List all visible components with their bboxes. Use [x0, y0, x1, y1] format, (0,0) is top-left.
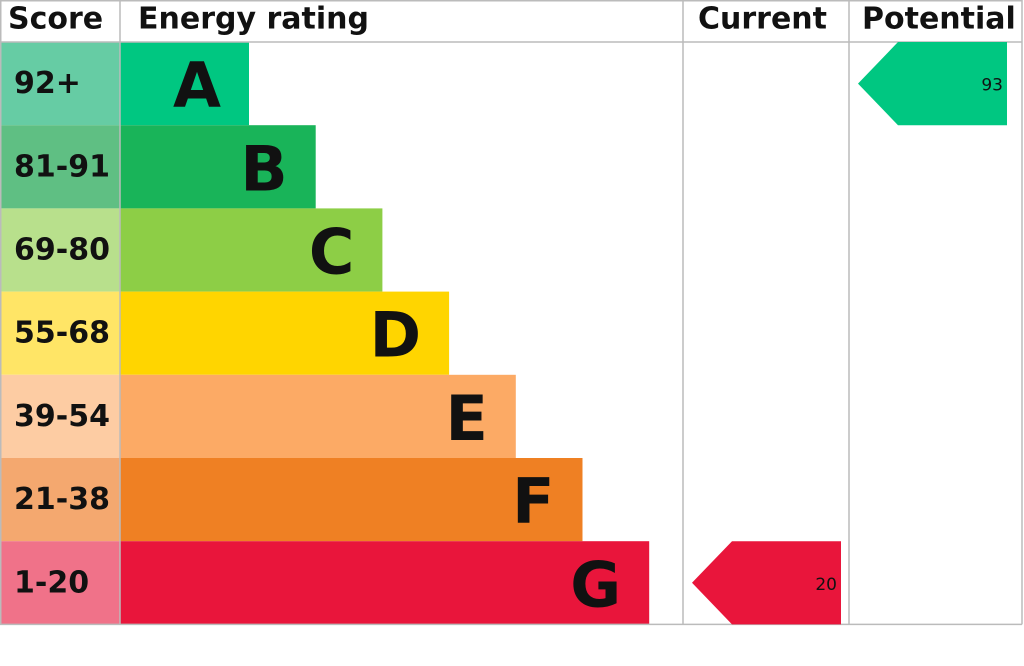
score-cell: [0, 291, 120, 375]
rating-letter: C: [309, 216, 355, 289]
score-label: 39-54: [14, 399, 110, 434]
score-label: 21-38: [14, 482, 110, 517]
column-header: Potential: [862, 2, 1016, 37]
score-label: 92+: [14, 66, 81, 101]
rating-bar: [120, 125, 316, 209]
score-label: 55-68: [14, 316, 110, 351]
column-header: Current: [698, 2, 827, 37]
score-label: 69-80: [14, 233, 110, 268]
rating-bar: [120, 458, 583, 542]
potential-value: 93: [981, 76, 1003, 96]
rating-bar: [120, 42, 249, 126]
current-arrow: [692, 541, 841, 625]
score-cell: [0, 541, 120, 625]
rating-bar: [120, 291, 450, 375]
rating-bar: [120, 541, 650, 625]
rating-letter: A: [173, 49, 221, 122]
column-header: Score: [8, 2, 103, 37]
score-cell: [0, 458, 120, 542]
current-value: 20: [815, 575, 837, 595]
rating-letter: B: [240, 132, 287, 205]
score-cell: [0, 374, 120, 458]
score-label: 1-20: [14, 565, 89, 600]
potential-arrow: [858, 42, 1007, 126]
score-cell: [0, 42, 120, 126]
rating-letter: G: [570, 548, 621, 621]
rating-letter: F: [512, 465, 554, 538]
rating-letter: E: [445, 382, 487, 455]
rating-bar: [120, 208, 383, 292]
column-header: Energy rating: [138, 2, 369, 37]
rating-letter: D: [370, 299, 421, 372]
score-cell: [0, 208, 120, 292]
rating-bar: [120, 374, 516, 458]
score-label: 81-91: [14, 149, 110, 184]
score-cell: [0, 125, 120, 209]
